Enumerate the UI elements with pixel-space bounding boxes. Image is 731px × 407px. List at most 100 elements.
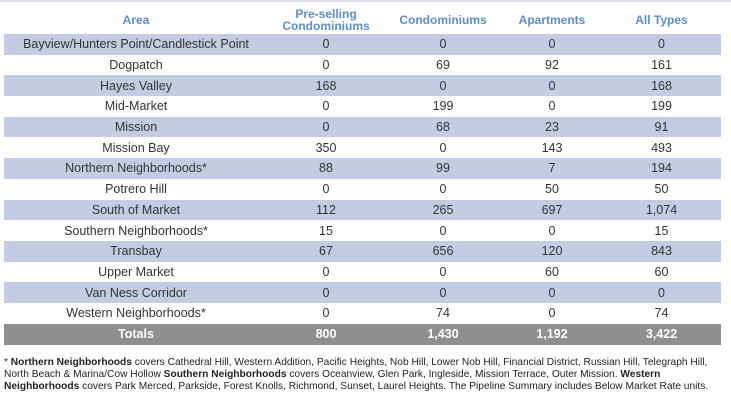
row-apartments: 120 [541,244,563,259]
footnote-southern-text: covers Oceanview, Glen Park, Ingleside, … [286,369,621,381]
row-preselling: 168 [315,78,337,93]
row-condominiums: 265 [432,202,454,217]
row-apartments: 0 [548,78,556,93]
table-row: Mid-Market 0 199 0 199 [4,96,721,117]
row-condominiums: 0 [439,140,447,155]
row-condominiums: 99 [436,161,450,176]
totals-condominiums: 1,430 [427,327,459,342]
header-apartments: Apartments [518,13,586,27]
row-area: Northern Neighborhoods* [65,161,207,176]
footnote-northern-text: covers Cathedral Hill, Western Addition,… [4,357,708,381]
row-apartments: 0 [548,37,556,52]
row-apartments: 23 [545,120,559,135]
row-preselling: 112 [316,202,336,217]
table-row: Transbay 67 656 120 843 [4,240,721,262]
row-condominiums: 0 [439,37,447,52]
table-row: Mission Bay 350 0 143 493 [4,137,721,159]
row-area: Mission Bay [102,140,170,155]
row-all-types: 194 [651,161,672,176]
row-apartments: 0 [548,285,556,300]
row-area: Southern Neighborhoods* [64,223,208,238]
row-area: Van Ness Corridor [85,285,187,300]
footnote-southern-label: Southern Neighborhoods [163,369,287,381]
header-condominiums: Condominiums [399,13,487,27]
top-divider [0,0,731,2]
row-all-types: 0 [658,285,665,300]
footnote-western-label: Western Neighborhoods [4,369,661,393]
totals-preselling: 800 [315,327,337,342]
table-header: Area Pre-selling Condominiums Condominium… [4,6,721,34]
row-preselling: 0 [322,58,330,73]
row-condominiums: 69 [436,58,450,73]
row-area: South of Market [91,202,181,217]
table-row: Western Neighborhoods* 0 74 0 74 [4,302,721,324]
row-all-types: 91 [654,120,669,135]
row-all-types: 161 [651,58,672,73]
row-all-types: 843 [651,244,672,259]
row-condominiums: 199 [432,99,454,114]
row-area: Bayview/Hunters Point/Candlestick Point [23,37,249,52]
row-preselling: 0 [322,285,330,300]
header-area: Area [122,13,150,27]
row-preselling: 15 [319,223,333,238]
row-preselling: 0 [322,120,330,135]
footnote-northern-label: Northern Neighborhoods [10,357,132,368]
row-preselling: 350 [315,140,337,155]
row-apartments: 7 [548,161,556,176]
table-row: Bayview/Hunters Point/Candlestick Point 0… [4,34,721,55]
table-row: Northern Neighborhoods* 88 99 7 194 [4,158,721,179]
pipeline-table: Area Pre-selling Condominiums Condominium… [4,6,721,345]
table-row: Upper Market 0 0 60 60 [4,261,721,283]
footnote: * Northern Neighborhoods covers Cathedra… [4,357,724,394]
row-preselling: 0 [322,264,330,279]
table-body: Bayview/Hunters Point/Candlestick Point 0… [4,34,721,324]
row-apartments: 143 [541,140,563,155]
row-area: Upper Market [98,264,174,279]
totals-all-types: 3,422 [645,327,678,342]
row-preselling: 0 [322,182,330,197]
row-condominiums: 74 [436,306,450,321]
row-preselling: 0 [322,37,330,52]
row-area: Mission [114,120,158,135]
row-preselling: 67 [319,244,333,259]
header-preselling-line2: Condominiums [282,19,370,33]
table-row: South of Market 112 265 697 1,074 [4,199,721,221]
row-all-types: 199 [651,99,672,114]
row-area: Transbay [110,244,162,259]
row-condominiums: 656 [432,244,454,259]
footnote-western-text: covers Park Merced, Parkside, Forest Kno… [79,381,709,393]
row-condominiums: 0 [439,285,447,300]
row-condominiums: 68 [436,120,450,135]
row-all-types: 493 [651,140,672,155]
totals-apartments: 1,192 [536,327,568,342]
totals-row: Totals 800 1,430 1,192 3,422 [4,323,721,345]
row-all-types: 15 [654,223,669,238]
table-row: Dogpatch 0 69 92 161 [4,54,721,76]
header-preselling-line1: Pre-selling [295,7,357,21]
row-apartments: 50 [545,182,559,197]
footnote-prefix: * [4,357,11,368]
row-condominiums: 0 [439,78,447,93]
row-apartments: 0 [548,99,556,114]
row-preselling: 0 [322,99,330,114]
row-condominiums: 0 [439,264,447,279]
row-all-types: 60 [654,264,669,279]
totals-label: Totals [118,327,154,342]
row-area: Hayes Valley [99,78,173,93]
row-condominiums: 0 [439,182,447,197]
row-area: Potrero Hill [105,182,167,197]
row-apartments: 92 [545,58,559,73]
row-area: Western Neighborhoods* [66,306,206,321]
row-all-types: 168 [651,78,672,93]
header-all-types: All Types [635,13,688,27]
row-area: Dogpatch [109,58,163,73]
table-row: Mission 0 68 23 91 [4,116,721,138]
row-apartments: 697 [541,202,563,217]
row-all-types: 1,074 [645,202,678,217]
row-apartments: 0 [548,306,556,321]
row-apartments: 60 [545,264,559,279]
row-preselling: 0 [322,306,330,321]
table-row: Van Ness Corridor 0 0 0 0 [4,282,721,303]
row-area: Mid-Market [104,99,168,114]
row-all-types: 50 [654,182,669,197]
